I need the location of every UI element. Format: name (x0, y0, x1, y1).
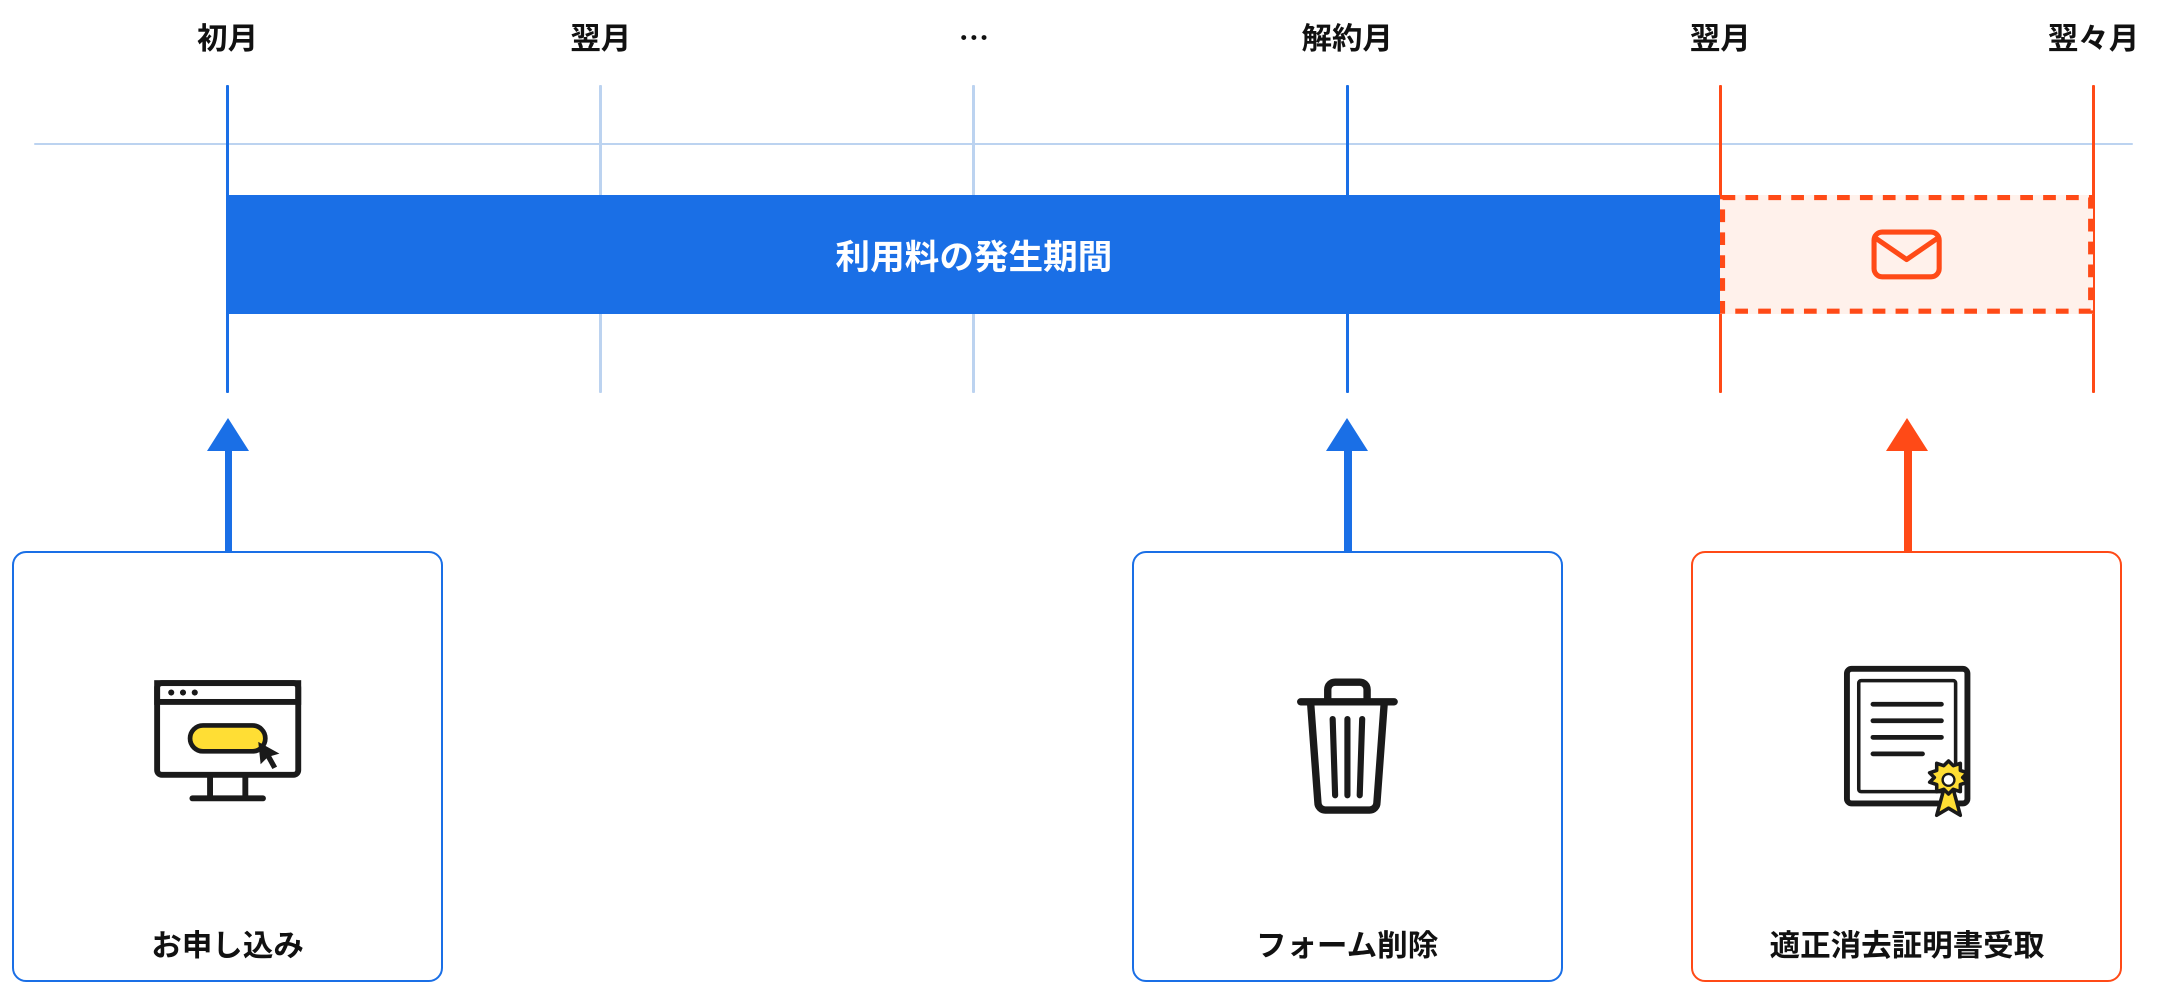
arrow-head (1326, 418, 1368, 451)
arrow-head (207, 418, 249, 451)
card-icon-slot (1709, 574, 2104, 907)
card-icon-slot (30, 574, 425, 907)
usage-period-label: 利用料の発生期間 (836, 229, 1113, 279)
month-label: 翌月 (570, 14, 631, 58)
card-label: 適正消去証明書受取 (1770, 921, 2045, 965)
month-label: 解約月 (1301, 14, 1393, 58)
trash-icon (1273, 660, 1422, 820)
step-card: 適正消去証明書受取 (1691, 551, 2122, 982)
step-card: お申し込み (12, 551, 443, 982)
arrow-stem (225, 444, 233, 551)
arrow-stem (1344, 444, 1352, 551)
usage-period-bar: 利用料の発生期間 (228, 195, 1721, 314)
arrow-head (1886, 418, 1928, 451)
arrow-stem (1904, 444, 1912, 551)
step-card: フォーム削除 (1132, 551, 1563, 982)
month-label: … (959, 14, 990, 58)
month-label: 翌月 (1690, 14, 1751, 58)
month-label: 初月 (197, 14, 258, 58)
mail-box-border (1720, 195, 2093, 314)
card-label: フォーム削除 (1256, 921, 1438, 965)
timeline-baseline (34, 143, 2133, 145)
month-label: 翌々月 (2048, 14, 2140, 58)
card-label: お申し込み (151, 921, 304, 965)
monitor-click-icon (145, 669, 310, 810)
certificate-icon (1830, 657, 1984, 822)
mail-period-box (1720, 195, 2093, 314)
card-icon-slot (1149, 574, 1544, 907)
